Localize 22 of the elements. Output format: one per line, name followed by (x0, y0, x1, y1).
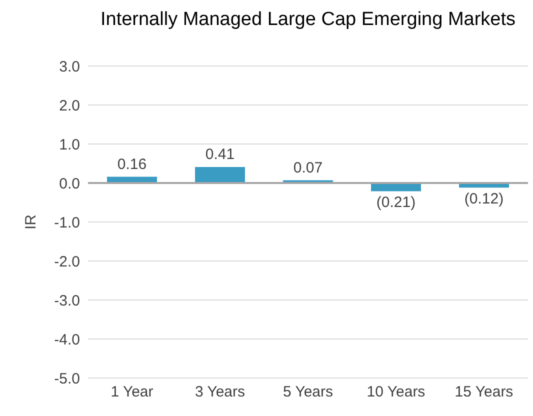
bar (195, 167, 245, 183)
y-axis-title: IR (22, 214, 40, 230)
y-tick-label: -3.0 (54, 292, 80, 310)
y-tick-label: 0.0 (59, 175, 80, 192)
data-label: (0.21) (376, 194, 416, 212)
x-tick-label: 15 Years (454, 384, 514, 401)
y-tick-label: -4.0 (54, 331, 80, 348)
data-label: 0.16 (117, 156, 147, 173)
y-tick-label: 2.0 (59, 97, 80, 114)
data-label: 0.07 (293, 159, 323, 176)
y-tick-label: 1.0 (59, 136, 80, 154)
data-label: (0.12) (464, 190, 504, 208)
chart-title: Internally Managed Large Cap Emerging Markets (99, 8, 517, 32)
x-tick-label: 1 Year (110, 384, 154, 401)
y-tick-label: -1.0 (54, 214, 80, 232)
x-tick-label: 10 Years (366, 384, 426, 401)
data-label: 0.41 (205, 146, 235, 164)
y-tick-label: 3.0 (59, 58, 80, 76)
x-tick-label: 3 Years (194, 384, 246, 401)
y-tick-label: -5.0 (54, 370, 80, 388)
y-tick-label: -2.0 (54, 253, 80, 270)
x-tick-label: 5 Years (282, 384, 334, 401)
